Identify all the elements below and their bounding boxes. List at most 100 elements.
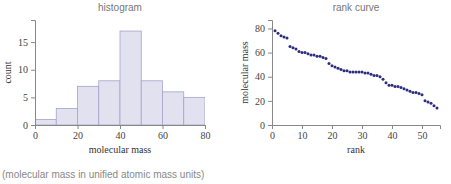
y-axis-title: molecular mass [239, 41, 250, 104]
tick-label: 40 [116, 130, 126, 141]
point [325, 57, 328, 60]
tick-label: 0 [23, 120, 28, 131]
point [343, 69, 346, 72]
tick-mark [268, 28, 272, 29]
bar [141, 81, 162, 125]
tick: 40 [388, 125, 398, 141]
point [292, 46, 295, 49]
point [316, 55, 319, 58]
tick-label: 20 [328, 130, 338, 141]
tick-mark [31, 42, 35, 43]
tick-label: 80 [201, 130, 211, 141]
tick-mark [268, 77, 272, 78]
tick-mark [31, 70, 35, 71]
tick: 0 [260, 120, 272, 131]
point [340, 68, 343, 71]
bar [78, 86, 99, 125]
tick-mark [120, 125, 121, 129]
tick-label: 30 [358, 130, 368, 141]
tick-mark [268, 101, 272, 102]
tick: 20 [73, 125, 83, 141]
tick: 20 [328, 125, 338, 141]
bar [163, 92, 184, 125]
tick: 30 [358, 125, 368, 141]
tick-mark [392, 125, 393, 129]
point [367, 72, 370, 75]
point [364, 72, 367, 75]
bar [35, 119, 56, 125]
tick-label: 40 [388, 130, 398, 141]
tick: 15 [18, 37, 35, 48]
tick-mark [268, 53, 272, 54]
figure: 0 20 40 60 80 0 5 10 15 histogram molecular mass co… [0, 0, 451, 184]
panel: 0 20 40 60 80 0 5 10 15 histogram molecular mass co… [2, 2, 211, 155]
point [406, 89, 409, 92]
point [337, 67, 340, 70]
tick-mark [78, 125, 79, 129]
point [412, 91, 415, 94]
point [385, 81, 388, 84]
point [415, 91, 418, 94]
tick-label: 40 [255, 71, 265, 82]
point [295, 47, 298, 50]
x-axis-title: molecular mass [89, 144, 152, 155]
point [274, 29, 277, 32]
tick-label: 0 [260, 120, 265, 131]
tick: 0 [23, 120, 35, 131]
point [331, 64, 334, 67]
y-axis-title: count [2, 61, 13, 83]
tick-label: 0 [270, 130, 275, 141]
point [358, 70, 361, 73]
point [310, 54, 313, 57]
y-axis: 0 5 10 15 [18, 21, 36, 131]
point [418, 92, 421, 95]
point [397, 85, 400, 88]
point [370, 73, 373, 76]
point [391, 84, 394, 87]
point [304, 51, 307, 54]
point [355, 70, 358, 73]
tick: 60 [158, 125, 168, 141]
tick: 5 [23, 92, 35, 103]
point [361, 70, 364, 73]
point [421, 93, 424, 96]
tick-label: 10 [18, 64, 28, 75]
point [352, 70, 355, 73]
tick-label: 5 [23, 92, 28, 103]
point [313, 54, 316, 57]
point [277, 32, 280, 35]
tick-label: 60 [158, 130, 168, 141]
point [436, 107, 439, 110]
tick-label: 15 [18, 37, 28, 48]
x-axis-title: rank [347, 144, 365, 155]
point [430, 102, 433, 105]
bar [99, 81, 120, 125]
tick-label: 20 [255, 96, 265, 107]
bar [184, 97, 205, 125]
x-axis: 0 10 20 30 40 50 [270, 125, 441, 141]
tick-label: 0 [33, 130, 38, 141]
axis-line [273, 126, 441, 130]
point [376, 74, 379, 77]
tick-mark [31, 125, 35, 126]
tick: 10 [298, 125, 308, 141]
point [322, 56, 325, 59]
bar [120, 31, 141, 125]
title: rank curve [333, 2, 380, 13]
y-axis: 0 20 40 60 80 [255, 21, 273, 131]
tick: 80 [255, 23, 272, 34]
tick: 60 [255, 47, 272, 58]
tick: 50 [418, 125, 428, 141]
tick-mark [205, 125, 206, 129]
tick-mark [422, 125, 423, 129]
tick-label: 20 [73, 130, 83, 141]
tick: 0 [270, 125, 275, 141]
title: histogram [98, 2, 142, 13]
panel: 0 10 20 30 40 50 0 20 40 60 80 rank curve rank molecu… [239, 2, 441, 155]
tick: 40 [116, 125, 126, 141]
point [286, 37, 289, 40]
tick-mark [163, 125, 164, 129]
tick: 0 [33, 125, 38, 141]
bar [56, 108, 77, 125]
point [328, 62, 331, 65]
